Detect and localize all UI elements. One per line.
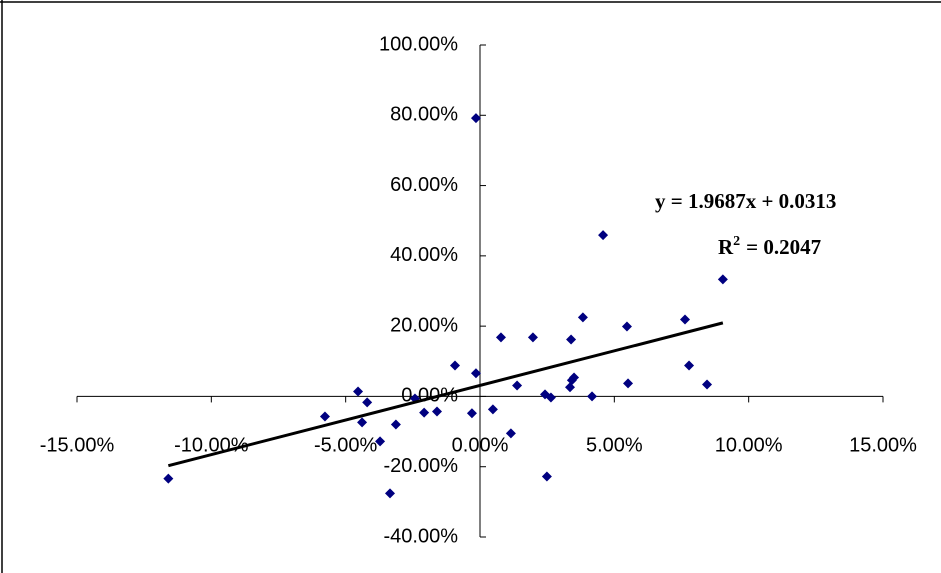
y-tick-label: 100.00%	[379, 33, 458, 55]
x-tick-label: -5.00%	[314, 435, 378, 457]
y-tick-label: 20.00%	[390, 314, 458, 336]
chart: -40.00% -20.00%0.00% 20.00% 40.00% 60.00% 80.…	[0, 0, 941, 573]
r-squared-value: = 0.2047	[746, 235, 821, 259]
x-tick-label: 15.00%	[849, 435, 917, 457]
x-tick-label: 10.00%	[715, 435, 783, 457]
background	[0, 0, 941, 573]
r-squared-symbol: R	[718, 235, 734, 259]
y-tick-label: -20.00%	[384, 455, 459, 477]
y-tick-label: 60.00%	[390, 174, 458, 196]
trendline-equation: y = 1.9687x + 0.0313	[655, 189, 836, 213]
r-squared-exponent: 2	[733, 234, 740, 249]
y-tick-label: 40.00%	[390, 244, 458, 266]
y-tick-label: -40.00%	[384, 525, 459, 547]
x-tick-label: 5.00%	[586, 435, 643, 457]
x-tick-label: 0.00%	[452, 435, 509, 457]
x-tick-label: -15.00%	[40, 435, 115, 457]
y-tick-label: 80.00%	[390, 104, 458, 126]
